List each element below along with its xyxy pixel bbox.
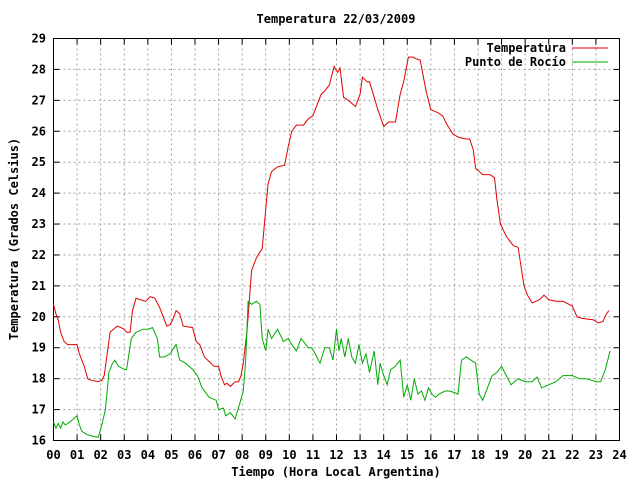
x-tick-label: 11 xyxy=(306,448,320,462)
legend: Temperatura Punto de Rocío xyxy=(465,41,608,69)
x-tick-label: 24 xyxy=(612,448,626,462)
x-tick-label: 07 xyxy=(211,448,225,462)
legend-label-temperatura: Temperatura xyxy=(487,41,566,55)
x-tick-label: 08 xyxy=(235,448,249,462)
axis-ticks: 00 01 02 03 04 05 06 07 08 09 10 11 12 13 14 15 16 17 18 19… xyxy=(32,32,627,463)
x-tick-label: 05 xyxy=(164,448,178,462)
x-tick-label: 00 xyxy=(46,448,60,462)
y-tick-label: 24 xyxy=(32,186,46,200)
x-tick-label: 19 xyxy=(494,448,508,462)
y-tick-label: 23 xyxy=(32,217,46,231)
x-tick-label: 04 xyxy=(141,448,155,462)
x-tick-label: 02 xyxy=(93,448,107,462)
y-tick-label: 16 xyxy=(32,434,46,448)
y-tick-label: 25 xyxy=(32,155,46,169)
y-tick-label: 22 xyxy=(32,248,46,262)
x-tick-label: 20 xyxy=(518,448,532,462)
x-tick-label: 17 xyxy=(447,448,461,462)
x-tick-label: 06 xyxy=(188,448,202,462)
y-tick-label: 20 xyxy=(32,310,46,324)
grid xyxy=(53,38,620,441)
x-tick-label: 12 xyxy=(329,448,343,462)
x-tick-label: 09 xyxy=(259,448,273,462)
x-axis-label: Tiempo (Hora Local Argentina) xyxy=(231,465,441,479)
series-line-punto-de-rocio xyxy=(53,300,611,438)
y-tick-label: 19 xyxy=(32,341,46,355)
x-tick-label: 23 xyxy=(589,448,603,462)
x-tick-label: 01 xyxy=(70,448,84,462)
y-tick-label: 18 xyxy=(32,372,46,386)
y-tick-label: 21 xyxy=(32,279,46,293)
x-tick-label: 10 xyxy=(282,448,296,462)
x-tick-label: 21 xyxy=(542,448,556,462)
series-line-temperatura xyxy=(53,56,610,388)
legend-label-punto-de-rocio: Punto de Rocío xyxy=(465,55,566,69)
x-tick-label: 15 xyxy=(400,448,414,462)
x-tick-label: 18 xyxy=(471,448,485,462)
y-axis-label: Temperatura (Grados Celsius) xyxy=(7,138,21,340)
series-group xyxy=(53,56,611,438)
y-tick-label: 27 xyxy=(32,93,46,107)
y-tick-label: 29 xyxy=(32,32,46,46)
x-tick-label: 03 xyxy=(117,448,131,462)
chart-title: Temperatura 22/03/2009 xyxy=(257,12,416,26)
x-tick-label: 22 xyxy=(565,448,579,462)
y-tick-label: 26 xyxy=(32,124,46,138)
x-tick-label: 13 xyxy=(353,448,367,462)
x-tick-label: 16 xyxy=(424,448,438,462)
y-tick-label: 17 xyxy=(32,403,46,417)
y-tick-label: 28 xyxy=(32,62,46,76)
x-tick-label: 14 xyxy=(376,448,390,462)
